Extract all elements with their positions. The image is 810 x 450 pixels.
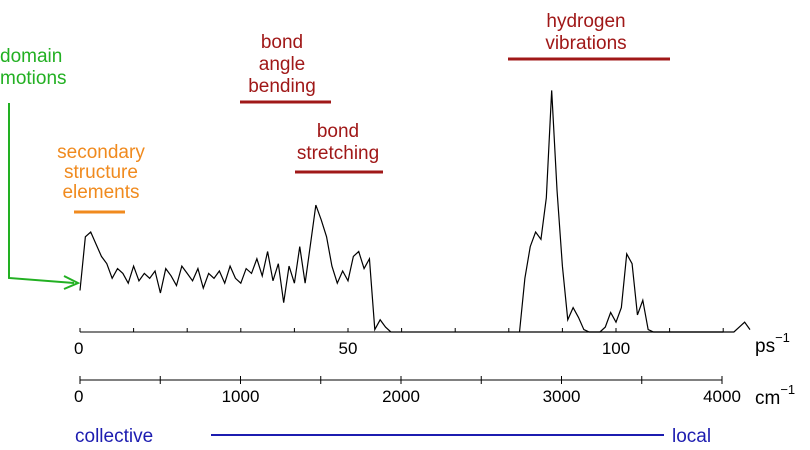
cm-axis-minor-ticks (79, 376, 723, 384)
local-label: local (672, 426, 711, 447)
ps-axis-tick-label: 50 (339, 339, 358, 358)
hydrogen-vibrations-line-2: vibrations (545, 33, 626, 54)
ps-axis-unit: ps−1 (755, 330, 790, 357)
bond-angle-bending-line-2: angle (259, 54, 306, 75)
cm-axis-tick-labels: 0 1000 2000 3000 4000 (74, 387, 741, 406)
ps-axis-minor-ticks (79, 328, 724, 332)
cm-axis-tick-label: 3000 (543, 387, 581, 406)
hydrogen-vibrations-annotation: hydrogen vibrations (508, 11, 670, 61)
ps-axis-tick-label: 100 (602, 339, 630, 358)
ps-axis: 0 50 100 ps−1 (74, 328, 790, 358)
hydrogen-vibrations-line-1: hydrogen (546, 11, 625, 32)
domain-motions-arrow (8, 103, 75, 284)
cm-axis-tick-label: 4000 (703, 387, 741, 406)
secondary-structure-line-2: structure (64, 162, 138, 183)
domain-motions-line-1: domain (0, 46, 62, 67)
spectrum-plot (79, 90, 751, 333)
bond-stretching-annotation: bond stretching (295, 121, 383, 174)
bond-stretching-line-1: bond (317, 121, 359, 142)
collective-local-scale: collective local (75, 426, 711, 447)
domain-motions-line-2: motions (0, 68, 67, 89)
domain-motions-arrowhead-icon (63, 275, 81, 290)
ps-axis-tick-label: 0 (74, 339, 83, 358)
domain-motions-annotation: domain motions (0, 46, 81, 290)
cm-axis-tick-label: 0 (74, 387, 83, 406)
cm-axis-unit: cm−1 (755, 382, 795, 409)
cm-axis-tick-label: 1000 (222, 387, 260, 406)
cm-axis: 0 1000 2000 3000 4000 cm−1 (74, 376, 795, 409)
collective-label: collective (75, 426, 153, 447)
ps-axis-tick-labels: 0 50 100 (74, 339, 630, 358)
spectrum-line-low (79, 204, 724, 333)
bond-angle-bending-line-1: bond (261, 32, 303, 53)
bond-angle-bending-line-3: bending (248, 76, 316, 97)
secondary-structure-line-3: elements (62, 182, 139, 203)
secondary-structure-line-1: secondary (57, 142, 145, 163)
cm-axis-tick-label: 2000 (382, 387, 420, 406)
secondary-structure-annotation: secondary structure elements (57, 142, 145, 214)
bond-stretching-line-2: stretching (297, 143, 379, 164)
spectrum-line-high (518, 90, 751, 333)
bond-angle-bending-annotation: bond angle bending (240, 32, 331, 104)
